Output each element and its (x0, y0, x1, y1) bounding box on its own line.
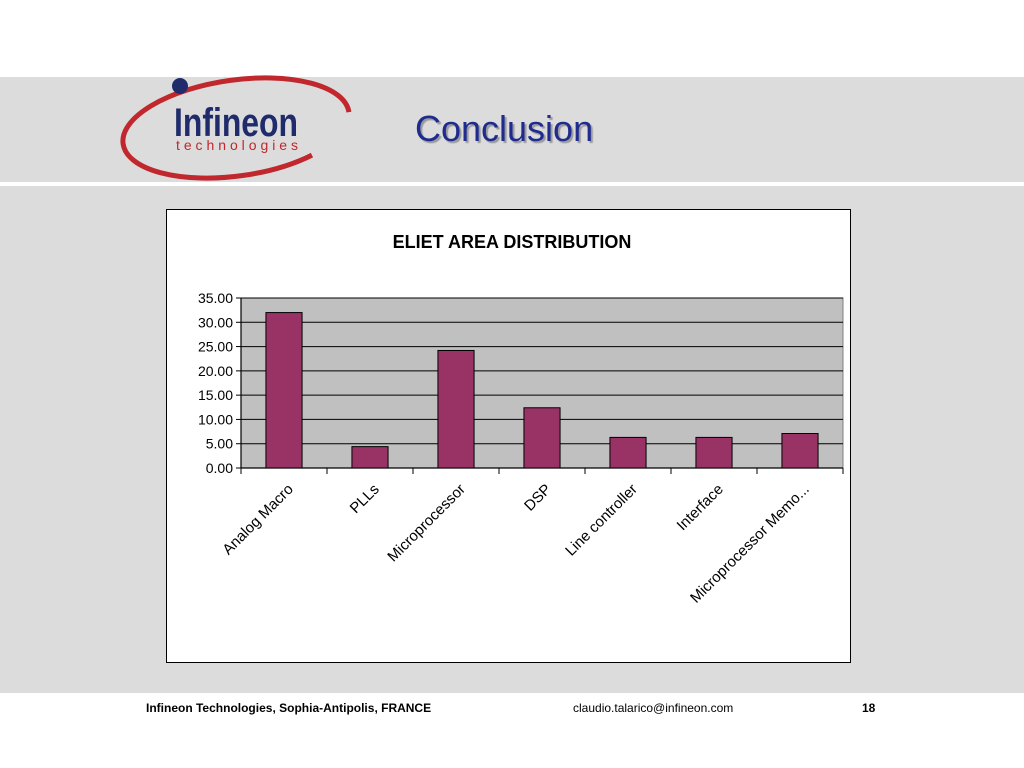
header-divider (0, 182, 1024, 186)
y-tick-label: 15.00 (198, 387, 233, 403)
bar-interface (695, 436, 733, 469)
infineon-logo: Infineon technologies (120, 75, 352, 181)
chart-container: ELIET AREA DISTRIBUTION 0.00 5.00 10.00 15.0… (166, 209, 851, 663)
footer-company: Infineon Technologies, Sophia-Antipolis,… (146, 701, 432, 715)
x-tick-label: PLLs (347, 481, 383, 517)
footer-email: claudio.talarico@infineon.com (573, 701, 734, 715)
y-tick-label: 5.00 (206, 436, 233, 452)
slide-title: Conclusion (415, 108, 594, 149)
x-tick-label: Analog Macro (219, 481, 296, 558)
bar-analog-macro (265, 312, 303, 469)
y-tick-label: 10.00 (198, 411, 233, 427)
bar-microprocessor-memo (781, 433, 819, 469)
bar-plls (351, 446, 389, 469)
x-tick-label: DSP (521, 481, 555, 515)
bar-dsp (523, 407, 561, 469)
bar-line-controller (609, 436, 647, 469)
y-tick-label: 35.00 (198, 290, 233, 306)
bar-chart: ELIET AREA DISTRIBUTION 0.00 5.00 10.00 15.0… (198, 232, 844, 607)
logo-subtitle: technologies (176, 137, 298, 153)
slide-top (0, 0, 1024, 77)
page-number: 18 (862, 701, 876, 715)
y-tick-label: 25.00 (198, 339, 233, 355)
x-tick-label: Microprocessor (384, 481, 469, 566)
y-tick-label: 0.00 (206, 460, 233, 476)
chart-title: ELIET AREA DISTRIBUTION (393, 232, 632, 252)
x-tick-label: Line controller (562, 481, 641, 560)
y-tick-label: 30.00 (198, 314, 233, 330)
x-tick-label: Interface (674, 481, 727, 534)
logo-wordmark: Infineon (174, 101, 298, 145)
y-tick-label: 20.00 (198, 363, 233, 379)
bar-microprocessor (437, 349, 475, 469)
